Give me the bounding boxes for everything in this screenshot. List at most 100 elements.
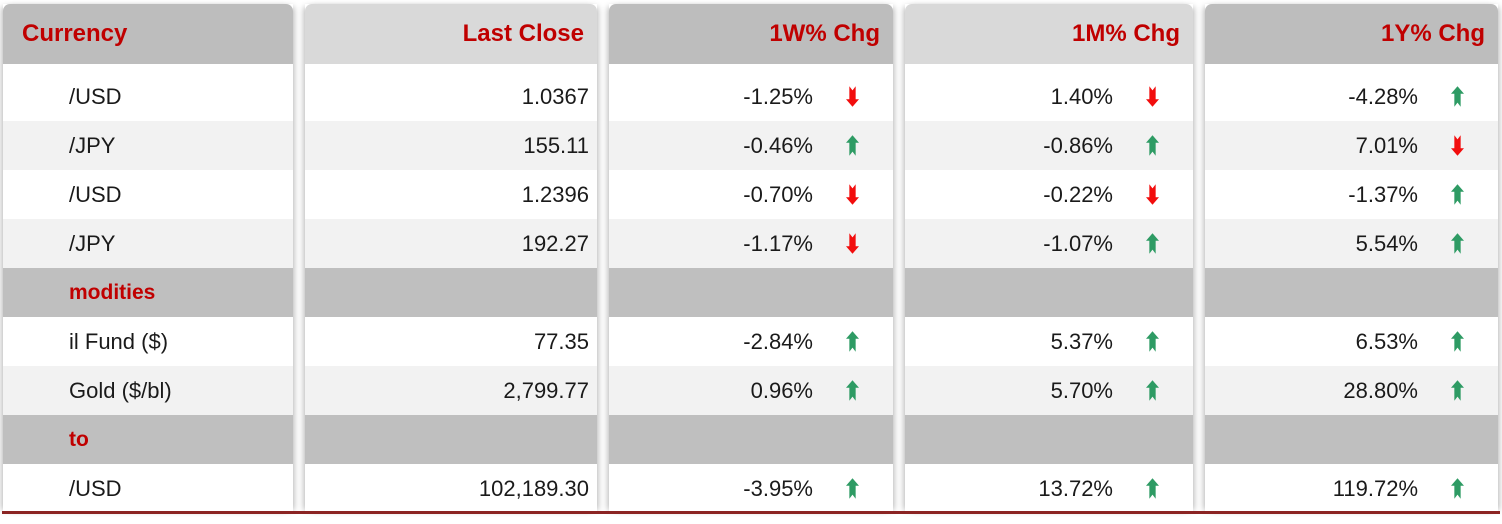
pct-cell-w1: -0.46%	[609, 121, 893, 170]
pct-value: -1.17%	[743, 230, 813, 256]
pct-value: 6.53%	[1355, 328, 1418, 354]
section-fill-cell	[305, 268, 597, 317]
pct-value: 5.54%	[1355, 230, 1418, 256]
trend-up-icon	[1450, 331, 1464, 352]
column-header-m1: 1M% Chg	[905, 4, 1193, 64]
trend-arrow	[813, 86, 891, 107]
pct-value: -1.37%	[1348, 181, 1418, 207]
last-close-cell: 1.2396	[305, 170, 597, 219]
last-close-cell: 77.35	[305, 317, 597, 366]
section-fill-cell	[1205, 268, 1498, 317]
pct-cell-w1: 0.96%	[609, 366, 893, 415]
pct-value: 119.72%	[1332, 475, 1418, 501]
pct-cell-w1: -1.25%	[609, 72, 893, 121]
trend-arrow	[1418, 380, 1496, 401]
trend-arrow	[1418, 478, 1496, 499]
trend-arrow	[1113, 184, 1191, 205]
instrument-name-cell: /USD	[3, 72, 293, 121]
pct-cell-y1: 7.01%	[1205, 121, 1498, 170]
pct-value: 28.80%	[1343, 377, 1418, 403]
column-name: Currency/USD/JPY/USD/JPY modities il Fund …	[3, 4, 293, 513]
trend-up-icon	[1145, 233, 1159, 254]
trend-up-icon	[1145, 135, 1159, 156]
pct-cell-m1: -1.07%	[905, 219, 1193, 268]
trend-down-icon	[845, 233, 859, 254]
pct-value: -0.22%	[1043, 181, 1113, 207]
pct-value: -0.86%	[1043, 132, 1113, 158]
column-last_close: Last Close 1.0367 155.11 1.2396 192.27 77.35 2…	[305, 4, 597, 513]
pct-value: -1.25%	[743, 83, 813, 109]
column-w1: 1W% Chg -1.25% -0.46% -0.70% -1.17% -2.84% 0.9…	[609, 4, 893, 513]
header-gap	[1205, 64, 1498, 72]
pct-value: -4.28%	[1348, 83, 1418, 109]
column-header-last_close: Last Close	[305, 4, 597, 64]
section-label-cell: to	[3, 415, 293, 464]
header-gap	[305, 64, 597, 72]
trend-up-icon	[845, 478, 859, 499]
pct-value: 13.72%	[1038, 475, 1113, 501]
pct-cell-y1: 28.80%	[1205, 366, 1498, 415]
trend-up-icon	[1450, 233, 1464, 254]
pct-cell-m1: 13.72%	[905, 464, 1193, 513]
header-gap	[609, 64, 893, 72]
section-label-cell: modities	[3, 268, 293, 317]
trend-arrow	[1418, 184, 1496, 205]
trend-up-icon	[1450, 86, 1464, 107]
pct-cell-m1: 1.40%	[905, 72, 1193, 121]
trend-arrow	[813, 184, 891, 205]
last-close-cell: 2,799.77	[305, 366, 597, 415]
instrument-name-cell: /JPY	[3, 121, 293, 170]
trend-arrow	[813, 478, 891, 499]
instrument-name-cell: /JPY	[3, 219, 293, 268]
pct-value: -0.46%	[743, 132, 813, 158]
last-close-cell: 155.11	[305, 121, 597, 170]
trend-up-icon	[845, 135, 859, 156]
section-fill-cell	[1205, 415, 1498, 464]
trend-arrow	[813, 331, 891, 352]
trend-up-icon	[1145, 478, 1159, 499]
trend-up-icon	[1145, 331, 1159, 352]
pct-cell-y1: 5.54%	[1205, 219, 1498, 268]
trend-arrow	[1113, 331, 1191, 352]
pct-cell-y1: -1.37%	[1205, 170, 1498, 219]
pct-value: 0.96%	[750, 377, 813, 403]
trend-arrow	[1113, 380, 1191, 401]
pct-value: 7.01%	[1355, 132, 1418, 158]
pct-cell-y1: 119.72%	[1205, 464, 1498, 513]
trend-up-icon	[1145, 380, 1159, 401]
trend-arrow	[1418, 331, 1496, 352]
pct-value: -3.95%	[743, 475, 813, 501]
section-fill-cell	[905, 415, 1193, 464]
pct-cell-m1: 5.70%	[905, 366, 1193, 415]
column-header-name: Currency	[3, 4, 293, 64]
trend-down-icon	[1145, 184, 1159, 205]
section-fill-cell	[305, 415, 597, 464]
pct-cell-m1: -0.86%	[905, 121, 1193, 170]
instrument-name-cell: /USD	[3, 170, 293, 219]
column-y1: 1Y% Chg -4.28% 7.01% -1.37% 5.54% 6.53% 28.80%…	[1205, 4, 1498, 513]
pct-cell-w1: -1.17%	[609, 219, 893, 268]
trend-up-icon	[1450, 380, 1464, 401]
trend-up-icon	[845, 380, 859, 401]
trend-arrow	[1113, 135, 1191, 156]
instrument-name-cell: il Fund ($)	[3, 317, 293, 366]
trend-up-icon	[1450, 478, 1464, 499]
trend-arrow	[1113, 478, 1191, 499]
trend-down-icon	[1450, 135, 1464, 156]
trend-arrow	[1418, 135, 1496, 156]
trend-arrow	[1418, 233, 1496, 254]
pct-cell-w1: -0.70%	[609, 170, 893, 219]
last-close-cell: 192.27	[305, 219, 597, 268]
header-gap	[905, 64, 1193, 72]
instrument-name-cell: /USD	[3, 464, 293, 513]
pct-value: 5.37%	[1050, 328, 1113, 354]
header-gap	[3, 64, 293, 72]
pct-value: 1.40%	[1050, 83, 1113, 109]
pct-value: -0.70%	[743, 181, 813, 207]
pct-cell-w1: -2.84%	[609, 317, 893, 366]
trend-up-icon	[1450, 184, 1464, 205]
trend-down-icon	[1145, 86, 1159, 107]
column-header-y1: 1Y% Chg	[1205, 4, 1498, 64]
column-header-w1: 1W% Chg	[609, 4, 893, 64]
